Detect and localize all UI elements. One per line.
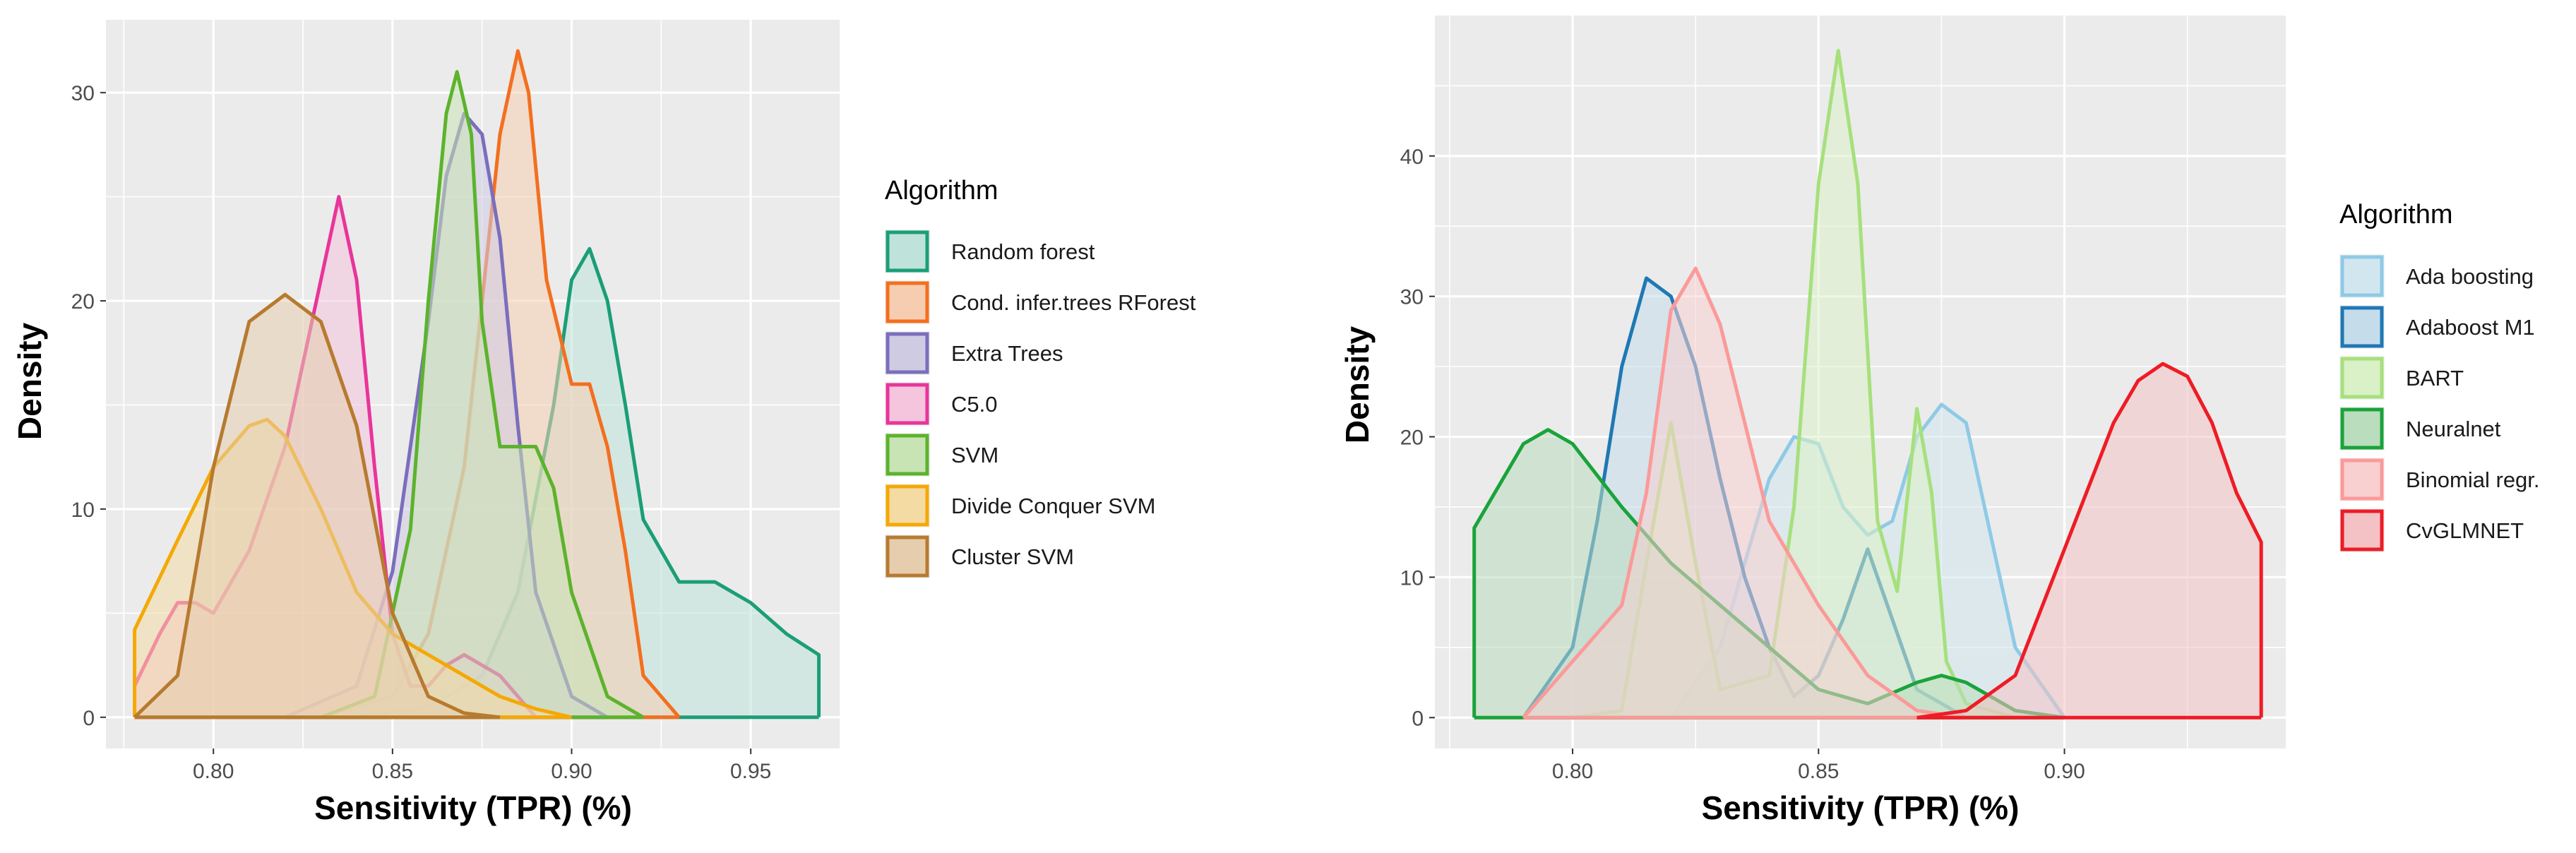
legend-label-adaboost-m1: Adaboost M1 (2406, 315, 2535, 340)
density-area-cluster-svm (134, 294, 501, 717)
legend-label-binomial-regr: Binomial regr. (2406, 467, 2540, 492)
y-tick-label: 40 (1400, 145, 1424, 169)
density-chart-2: 0.80 0.85 0.90 0 10 20 30 40 Sensitivity (TPR) (… (1339, 16, 2540, 826)
density-area-svm (321, 71, 643, 717)
legend-key-binomial-regr (2340, 458, 2384, 501)
legend-label-divide-conquer-svm: Divide Conquer SVM (951, 494, 1155, 518)
legend-label-cvglmnet: CvGLMNET (2406, 518, 2524, 543)
y-tick-label: 20 (71, 290, 95, 314)
x-tick-label: 0.90 (2044, 760, 2085, 783)
legend-label-ada-boosting: Ada boosting (2406, 264, 2534, 289)
y-tick-label: 30 (1400, 286, 1424, 309)
legend-key-cvglmnet (2340, 509, 2384, 551)
y-axis-title: Density (1339, 326, 1376, 444)
legend-key-neuralnet (2340, 407, 2384, 450)
legend-key-random-forest (886, 230, 929, 273)
x-axis-title: Sensitivity (TPR) (%) (1702, 789, 2020, 826)
legend-label-c5-0: C5.0 (951, 392, 997, 417)
legend-key-bart (2340, 357, 2384, 399)
x-tick-label: 0.85 (1798, 760, 1839, 783)
legend-key-svm (886, 434, 929, 476)
y-tick-label: 20 (1400, 426, 1424, 450)
y-tick-label: 10 (71, 499, 95, 522)
legend-label-random-forest: Random forest (951, 239, 1095, 264)
legend-key-adaboost-m1 (2340, 306, 2384, 348)
legend-key-c5-0 (886, 383, 929, 425)
legend-key-extra-trees (886, 332, 929, 374)
x-axis-title: Sensitivity (TPR) (%) (314, 789, 632, 826)
y-axis-title: Density (11, 323, 48, 441)
legend-label-extra-trees: Extra Trees (951, 341, 1063, 366)
legend: Algorithm Ada boosting Adaboost M1 BART Neur… (2339, 200, 2540, 552)
y-tick-label: 0 (1412, 707, 1424, 730)
legend-key-divide-conquer-svm (886, 484, 929, 527)
y-tick-label: 10 (1400, 566, 1424, 590)
density-line-binomial-regr (1522, 266, 1967, 720)
x-tick-label: 0.80 (193, 760, 234, 783)
legend-key-ada-boosting (2340, 255, 2384, 297)
legend-label-cluster-svm: Cluster SVM (951, 544, 1074, 569)
legend-label-cond-infer-trees-rforest: Cond. infer.trees RForest (951, 290, 1196, 315)
density-area-cvglmnet (1916, 364, 2262, 718)
x-tick-label: 0.85 (372, 760, 413, 783)
legend-title: Algorithm (885, 176, 998, 205)
density-line-cvglmnet (1916, 362, 2263, 720)
legend-label-svm: SVM (951, 443, 998, 467)
y-tick-label: 30 (71, 82, 95, 105)
legend-key-cluster-svm (886, 535, 929, 578)
density-chart-1: 0.80 0.85 0.90 0.95 0 10 20 30 Sensitivity (TPR)… (11, 20, 1196, 826)
legend-label-neuralnet: Neuralnet (2406, 417, 2501, 441)
x-tick-label: 0.80 (1552, 760, 1593, 783)
density-line-cluster-svm (133, 292, 501, 720)
legend-label-bart: BART (2406, 366, 2464, 390)
x-tick-label: 0.90 (551, 760, 592, 783)
legend-key-cond-infer-trees-rforest (886, 281, 929, 323)
x-tick-label: 0.95 (730, 760, 771, 783)
legend-title: Algorithm (2339, 200, 2453, 229)
legend: Algorithm Random forest Cond. infer.trees … (885, 176, 1196, 578)
density-area-binomial-regr (1523, 268, 1967, 718)
y-tick-label: 0 (83, 707, 95, 730)
density-line-svm (320, 70, 645, 720)
